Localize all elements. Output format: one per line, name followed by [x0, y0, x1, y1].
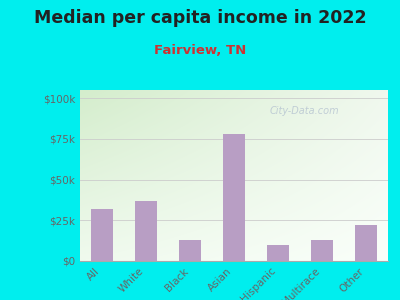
Bar [179, 240, 201, 261]
Bar [355, 225, 377, 261]
Bar [267, 245, 289, 261]
Bar [135, 201, 157, 261]
Bar [311, 240, 333, 261]
Bar [91, 209, 113, 261]
Text: Median per capita income in 2022: Median per capita income in 2022 [34, 9, 366, 27]
Bar [223, 134, 245, 261]
Text: Fairview, TN: Fairview, TN [154, 44, 246, 56]
Text: City-Data.com: City-Data.com [270, 106, 340, 116]
